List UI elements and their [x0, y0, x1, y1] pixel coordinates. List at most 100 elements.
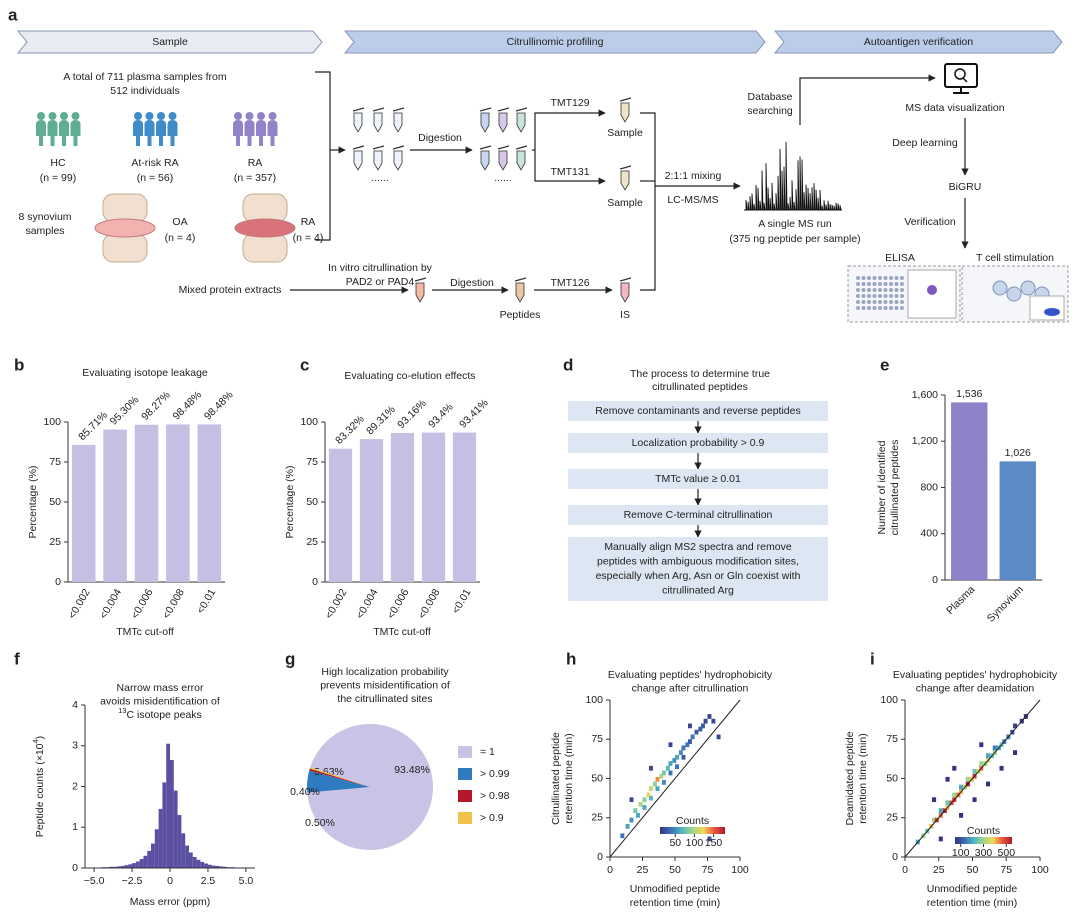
heatmap-cell: [688, 723, 692, 729]
process-step: Remove contaminants and reverse peptides: [595, 405, 800, 417]
y-tick-label: 0: [597, 851, 603, 863]
arrow: [534, 150, 606, 185]
plate-well: [861, 306, 866, 310]
arrow: [640, 112, 656, 291]
x-tick-label: 75: [702, 864, 714, 876]
group-n: (n = 99): [40, 172, 76, 184]
y-tick-label: 1: [72, 821, 78, 833]
heatmap-cell: [672, 758, 677, 763]
ra-n: (n = 4): [293, 232, 324, 244]
histogram-bar: [188, 852, 193, 868]
colorbar-tick-label: 500: [998, 847, 1016, 859]
tube: [498, 150, 508, 171]
histogram-bar: [135, 861, 140, 868]
plate-well: [856, 300, 860, 304]
histogram-bar: [200, 861, 205, 868]
tube-cap: [479, 145, 492, 150]
heatmap-cell: [938, 808, 943, 814]
histogram-bar: [162, 782, 167, 868]
heatmap-cell: [979, 742, 984, 748]
chart-title: Evaluating peptides' hydrophobicity: [608, 669, 773, 681]
y-tick-label: 400: [920, 528, 938, 540]
y-axis-label: Peptide counts (×104): [31, 736, 46, 837]
plate-well: [894, 282, 899, 286]
x-tick-label: 0: [167, 875, 173, 887]
plate-well: [894, 276, 899, 280]
intro-text: 512 individuals: [110, 85, 179, 97]
heatmap-cell: [665, 765, 670, 771]
facs-inset: [1029, 295, 1065, 321]
heatmap-cell: [675, 754, 679, 760]
x-tick-label: <0.004: [98, 587, 125, 621]
y-axis-label: Peptide counts (×10: [34, 743, 46, 837]
value-label: 0.50%: [305, 817, 335, 829]
group-name: RA: [248, 157, 263, 169]
group-n: (n = 56): [137, 172, 173, 184]
y-tick-label: 0: [932, 574, 938, 586]
value-label: 0.40%: [290, 786, 320, 798]
heatmap-cell: [952, 792, 957, 798]
y-tick-label: 25: [591, 812, 603, 824]
cell-icon: [1020, 280, 1036, 296]
plate-well: [889, 300, 893, 304]
process-box: [568, 433, 828, 453]
tube: [480, 150, 490, 171]
colorbar-tick-label: 100: [686, 837, 704, 849]
heatmap-cell: [716, 734, 721, 740]
sample-label: Sample: [607, 127, 643, 139]
heatmap-cell: [972, 797, 977, 803]
plate-well: [883, 294, 888, 298]
y-axis-label: Deamidated peptide: [844, 731, 856, 825]
stage-banner: [773, 30, 1063, 54]
histogram-bar: [128, 864, 133, 868]
x-axis-label: Unmodified peptide: [927, 883, 1018, 895]
process-step: Localization probability > 0.9: [632, 437, 765, 449]
process-title: The process to determine true: [630, 368, 770, 380]
tmt-label: TMT131: [550, 166, 589, 178]
joint-icon: [94, 218, 156, 238]
histogram-bar: [185, 845, 189, 868]
diagonal: [904, 699, 1041, 858]
person-icon: [37, 112, 45, 120]
chart-title: C isotope peaks: [127, 709, 202, 721]
heatmap-cell: [668, 770, 673, 776]
stage-banner: [343, 30, 766, 54]
chart-title: Evaluating co-elution effects: [344, 370, 475, 382]
facs-inset: [1044, 308, 1060, 316]
dots: ......: [371, 172, 389, 184]
colorbar-tick-label: 300: [975, 847, 993, 859]
intro-text: A total of 711 plasma samples from: [63, 71, 226, 83]
stage-label: Citrullinomic profiling: [507, 36, 604, 48]
person-icon: [133, 120, 143, 146]
tube-cap: [372, 107, 385, 112]
panel-label: h: [566, 649, 576, 668]
y-axis-label: citrullinated peptides: [889, 440, 901, 536]
tube-cap: [497, 107, 510, 112]
y-tick-label: 0: [312, 576, 318, 588]
tube: [415, 282, 425, 303]
chart-title: Evaluating isotope leakage: [82, 367, 208, 379]
histogram-bar: [177, 815, 182, 868]
heatmap-cell: [620, 833, 625, 839]
plate-well: [878, 276, 882, 280]
y-tick-label: 75: [306, 456, 318, 468]
tube-cap: [372, 145, 385, 150]
plate-well: [900, 282, 904, 286]
y-axis-label: retention time (min): [857, 733, 869, 823]
person-icon: [256, 120, 266, 146]
plate-well: [894, 306, 899, 310]
y-tick-label: 1,600: [912, 389, 938, 401]
histogram-bar: [151, 843, 155, 868]
y-tick-label: 4: [72, 699, 78, 711]
plate-well: [878, 288, 882, 292]
bar: [359, 439, 384, 582]
heatmap-cell: [655, 786, 660, 792]
bar: [197, 424, 222, 582]
step-text: 2:1:1 mixing: [665, 170, 722, 182]
heatmap-cell: [649, 765, 653, 771]
person-icon: [47, 120, 58, 146]
plate-well: [856, 288, 860, 292]
tube: [620, 102, 630, 123]
process-step: citrullinated Arg: [662, 585, 734, 597]
dots: ......: [494, 172, 512, 184]
